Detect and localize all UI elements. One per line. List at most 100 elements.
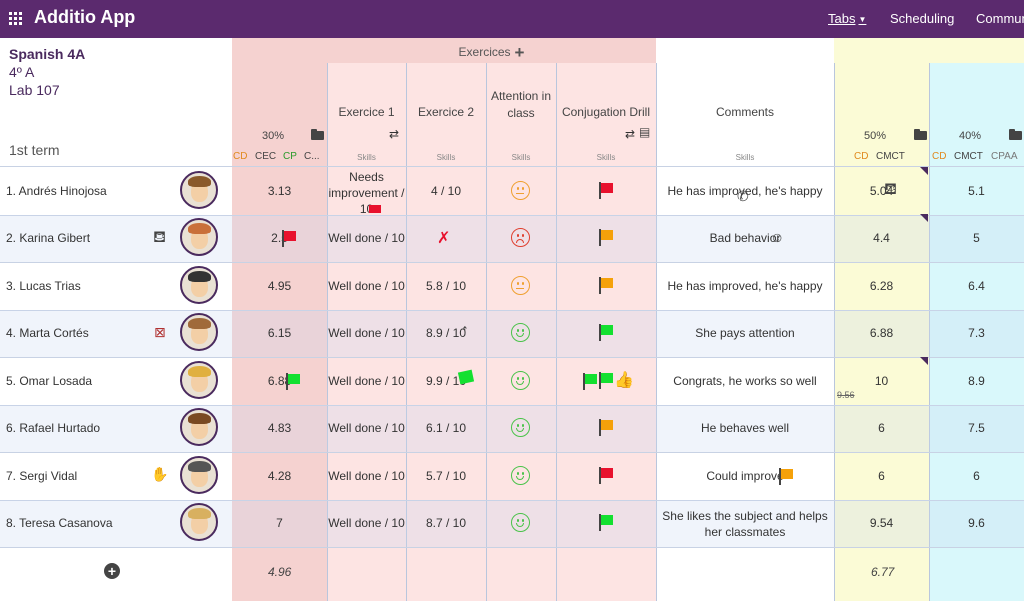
student-avatar[interactable] [180,313,218,352]
grade-exercise-2[interactable]: 5.7 / 10 [425,468,467,483]
grade-exercise-2[interactable]: 9.9 / 10 [425,373,467,388]
arrow-up-icon[interactable]: ↑ [461,322,469,339]
grade-exercise-1[interactable]: Well done / 10 [328,468,405,483]
repeat-icon[interactable]: ⇄ [389,127,400,141]
student-comment[interactable]: She likes the subject and helps her clas… [662,509,828,540]
flag-icon[interactable] [779,468,793,485]
grade-main[interactable]: 4.28 [267,468,292,483]
grade-50[interactable]: 9.54 [869,516,894,531]
app-title[interactable]: Additio App [34,7,136,27]
grade-50[interactable]: 6.28 [869,278,894,293]
card-icon[interactable] [369,205,381,213]
student-avatar[interactable] [180,360,218,399]
student-name[interactable]: 6. Rafael Hurtado [6,421,101,436]
grade-exercise-2[interactable]: 8.7 / 10 [425,516,467,531]
grade-exercise-2[interactable]: 6.1 / 10 [425,421,467,436]
column-comments[interactable]: Comments [715,105,774,119]
grade-40[interactable]: 5.1 [968,183,985,198]
nav-tabs[interactable]: Tabs ▼ [828,11,866,26]
grade-exercise-1[interactable]: Well done / 10 [328,421,405,436]
grade-main[interactable]: 6.88 [267,373,292,388]
grade-50[interactable]: 6 [878,421,885,436]
neutral-face-icon[interactable] [511,275,530,295]
flag-icon[interactable] [286,373,300,390]
term-selector[interactable]: 1st term [9,142,60,158]
flag-icon[interactable] [599,419,613,437]
student-avatar[interactable] [180,170,218,209]
grade-40[interactable]: 8.9 [968,373,985,388]
column-exercise-1[interactable]: Exercice 1 [338,105,395,119]
grade-exercise-2[interactable]: 4 / 10 [430,183,462,198]
exercise-group-header[interactable]: Exercices + [327,43,656,63]
flag-icon[interactable] [599,181,613,199]
flag-icon[interactable] [599,229,613,247]
column-exercise-2[interactable]: Exercice 2 [417,105,475,119]
flag-icon[interactable] [599,514,613,532]
absence-icon[interactable]: ⊠ [154,324,166,340]
thumbs-up-icon[interactable]: 👍 [614,372,634,389]
nav-scheduling[interactable]: Scheduling [890,11,955,26]
note-marker-icon[interactable] [920,167,928,175]
grade-main[interactable]: 3.13 [267,183,292,198]
grade-exercise-1[interactable]: Well done / 10 [328,516,405,531]
student-name[interactable]: 1. Andrés Hinojosa [6,183,107,198]
grade-exercise-2[interactable]: 8.9 / 10 [425,326,467,341]
folder-icon[interactable] [914,129,927,140]
flag-icon[interactable] [599,324,613,342]
grade-exercise-1[interactable]: Well done / 10 [328,231,405,246]
phone-icon[interactable]: ✆ [737,188,749,204]
hand-raise-icon[interactable]: ✋ [151,466,169,482]
apps-grid-icon[interactable] [9,12,22,25]
student-name[interactable]: 8. Teresa Casanova [6,516,113,531]
grade-40[interactable]: 7.3 [968,326,985,341]
nav-community[interactable]: Commun [976,11,1024,26]
no-homework-icon[interactable]: ✗ [437,230,451,247]
flag-icon[interactable] [599,276,613,294]
teacher-desk-icon[interactable]: ⛾ [884,181,898,198]
grade-exercise-1[interactable]: Well done / 10 [328,326,405,341]
student-comment[interactable]: He has improved, he's happy [667,183,823,198]
student-comment[interactable]: Congrats, he works so well [673,373,817,388]
happy-face-icon[interactable] [511,513,530,533]
teacher-desk-icon[interactable]: ⛾ [153,229,167,246]
student-avatar[interactable] [180,218,218,257]
note-marker-icon[interactable] [920,357,928,365]
flag-icon[interactable] [282,230,296,247]
class-name[interactable]: Spanish 4A [9,46,86,62]
happy-face-icon[interactable] [511,465,530,485]
student-comment[interactable]: Could improve [706,468,784,483]
folder-icon[interactable] [311,129,324,140]
student-comment[interactable]: Bad behavior [709,231,781,246]
add-student-button[interactable]: + [104,563,120,579]
student-avatar[interactable] [180,455,218,494]
grade-exercise-1[interactable]: Needs improvement / 10 [328,170,405,213]
grade-main[interactable]: 4.95 [267,278,292,293]
neutral-face-icon[interactable] [511,180,530,200]
grade-40[interactable]: 9.6 [968,516,985,531]
grade-40[interactable]: 5 [973,231,980,246]
grade-40[interactable]: 7.5 [968,421,985,436]
grade-50[interactable]: 6 [878,468,885,483]
grade-40[interactable]: 6.4 [968,278,985,293]
sad-face-icon[interactable] [511,228,530,248]
folder-icon[interactable] [1009,129,1022,140]
student-name[interactable]: 5. Omar Losada [6,373,93,388]
grade-main[interactable]: 7 [276,516,283,531]
student-avatar[interactable] [180,503,218,542]
flag-icon[interactable] [599,371,613,389]
grade-main[interactable]: 4.83 [267,421,292,436]
grade-exercise-2[interactable]: 5.8 / 10 [425,278,467,293]
grade-main[interactable]: 6.15 [267,326,292,341]
student-avatar[interactable] [180,408,218,447]
student-name[interactable]: 4. Marta Cortés [6,326,89,341]
note-marker-icon[interactable] [920,214,928,222]
happy-face-icon[interactable] [511,370,530,390]
student-comment[interactable]: She pays attention [695,326,795,341]
happy-face-icon[interactable] [511,323,530,343]
repeat-icon[interactable]: ⇄ [625,127,636,141]
column-attention[interactable]: Attention in class [490,89,552,120]
student-comment[interactable]: He has improved, he's happy [667,278,823,293]
student-name[interactable]: 2. Karina Gibert [6,231,91,246]
column-conjugation-drill[interactable]: Conjugation Drill [561,105,651,119]
grade-40[interactable]: 6 [973,468,980,483]
